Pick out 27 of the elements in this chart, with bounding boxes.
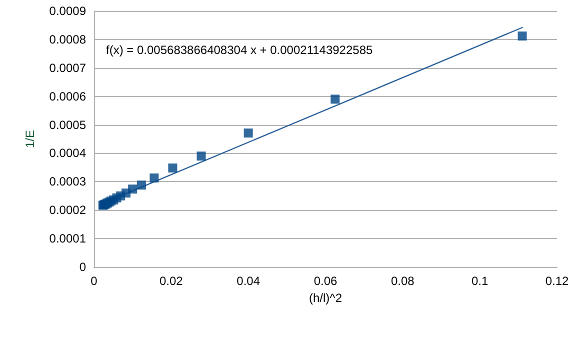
point: [136, 180, 146, 190]
y-tick-label: 0.0009: [49, 4, 86, 18]
y-tick-label: 0.0004: [49, 146, 86, 160]
point: [168, 164, 178, 173]
point: [518, 32, 527, 41]
x-tick-label: 0.02: [159, 274, 184, 288]
annotation: f(x) = 0.005683866408304 x + 0.00021143922585: [106, 43, 374, 57]
y-tick-label: 0.0001: [49, 232, 86, 246]
x-tick-label: 0.12: [545, 274, 569, 288]
y-tick-label: 0.0003: [49, 174, 86, 189]
y-tick-label: 0.0005: [49, 118, 86, 132]
y-axis-title: 1/E: [23, 130, 37, 148]
x-tick-label: 0.1: [471, 274, 488, 288]
y-tick-label: 0.0002: [49, 203, 86, 218]
x-tick-label: 0.06: [314, 274, 338, 288]
y-tick-label: 0: [79, 260, 86, 274]
x-axis-title: (h/l)^2: [309, 290, 342, 305]
point: [150, 173, 159, 182]
point: [244, 128, 253, 138]
point: [330, 94, 340, 104]
y-tick-label: 0.0008: [49, 32, 86, 46]
point: [196, 152, 206, 161]
x-tick-label: 0.04: [236, 274, 260, 288]
y-tick-label: 0.0007: [49, 60, 86, 75]
y-tick-label: 0.0006: [49, 89, 86, 104]
x-tick-label: 0.08: [390, 274, 415, 288]
x-tick-label: 0: [90, 274, 98, 288]
